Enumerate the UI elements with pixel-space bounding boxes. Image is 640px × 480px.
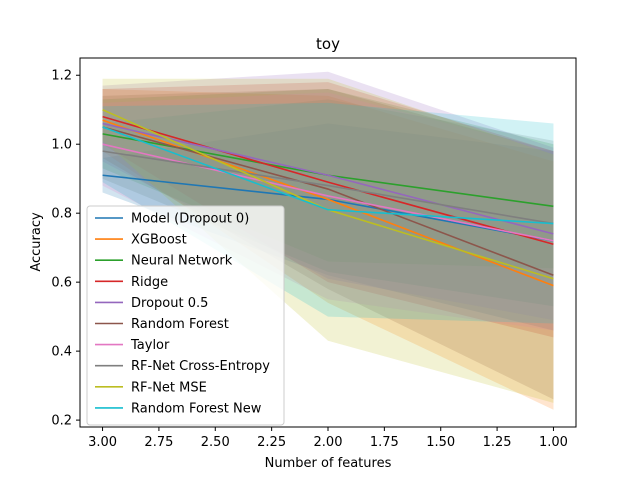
y-tick-label: 0.6 [51, 276, 72, 291]
line-series-6 [102, 143, 554, 242]
legend-label-5: Random Forest [131, 317, 229, 332]
legend-label-4: Dropout 0.5 [131, 296, 208, 311]
legend-label-1: XGBoost [131, 233, 187, 248]
y-tick-label: 0.4 [51, 345, 72, 360]
x-tick-label: 1.25 [483, 435, 512, 450]
x-tick-label: 2.75 [144, 435, 173, 450]
line-series-3 [102, 115, 554, 245]
y-axis-label: Accuracy [29, 212, 44, 272]
chart-title: toy [316, 35, 340, 53]
band-series-5 [102, 89, 554, 400]
x-axis-label: Number of features [265, 456, 392, 471]
x-tick-label: 2.50 [201, 435, 230, 450]
legend-label-6: Taylor [130, 338, 170, 353]
x-tick-label: 2.00 [314, 435, 343, 450]
legend-label-9: Random Forest New [131, 401, 262, 416]
band-series-7 [102, 99, 554, 307]
line-series-7 [102, 150, 554, 225]
legend-label-0: Model (Dropout 0) [131, 212, 249, 227]
legend-label-3: Ridge [131, 275, 168, 290]
x-axis-ticks: 3.00 2.75 2.50 2.25 2.00 1.75 1.50 1.25 1.00 [88, 427, 568, 450]
x-tick-label: 3.00 [88, 435, 117, 450]
line-series-4 [102, 122, 554, 235]
y-tick-label: 0.8 [51, 207, 72, 222]
legend-label-2: Neural Network [131, 254, 233, 269]
confidence-bands [102, 71, 554, 410]
line-series-5 [102, 126, 554, 277]
series-lines [102, 108, 554, 287]
line-series-1 [102, 119, 554, 287]
band-series-0 [102, 123, 554, 331]
legend: Model (Dropout 0) XGBoost Neural Network Ri… [86, 205, 285, 426]
legend-box [86, 205, 285, 426]
x-tick-label: 1.75 [370, 435, 399, 450]
band-series-6 [102, 92, 554, 331]
y-tick-label: 0.2 [51, 414, 72, 429]
y-tick-label: 1.0 [51, 138, 72, 153]
band-series-2 [102, 89, 554, 269]
legend-label-8: RF-Net MSE [131, 380, 207, 395]
legend-label-7: RF-Net Cross-Entropy [131, 359, 270, 374]
x-tick-label: 1.00 [539, 435, 568, 450]
y-tick-label: 1.2 [51, 69, 72, 84]
band-series-1 [102, 89, 554, 410]
x-tick-label: 2.25 [257, 435, 286, 450]
line-series-9 [102, 126, 554, 225]
y-axis-ticks: 0.2 0.4 0.6 0.8 1.0 1.2 [51, 69, 80, 429]
x-tick-label: 1.50 [426, 435, 455, 450]
